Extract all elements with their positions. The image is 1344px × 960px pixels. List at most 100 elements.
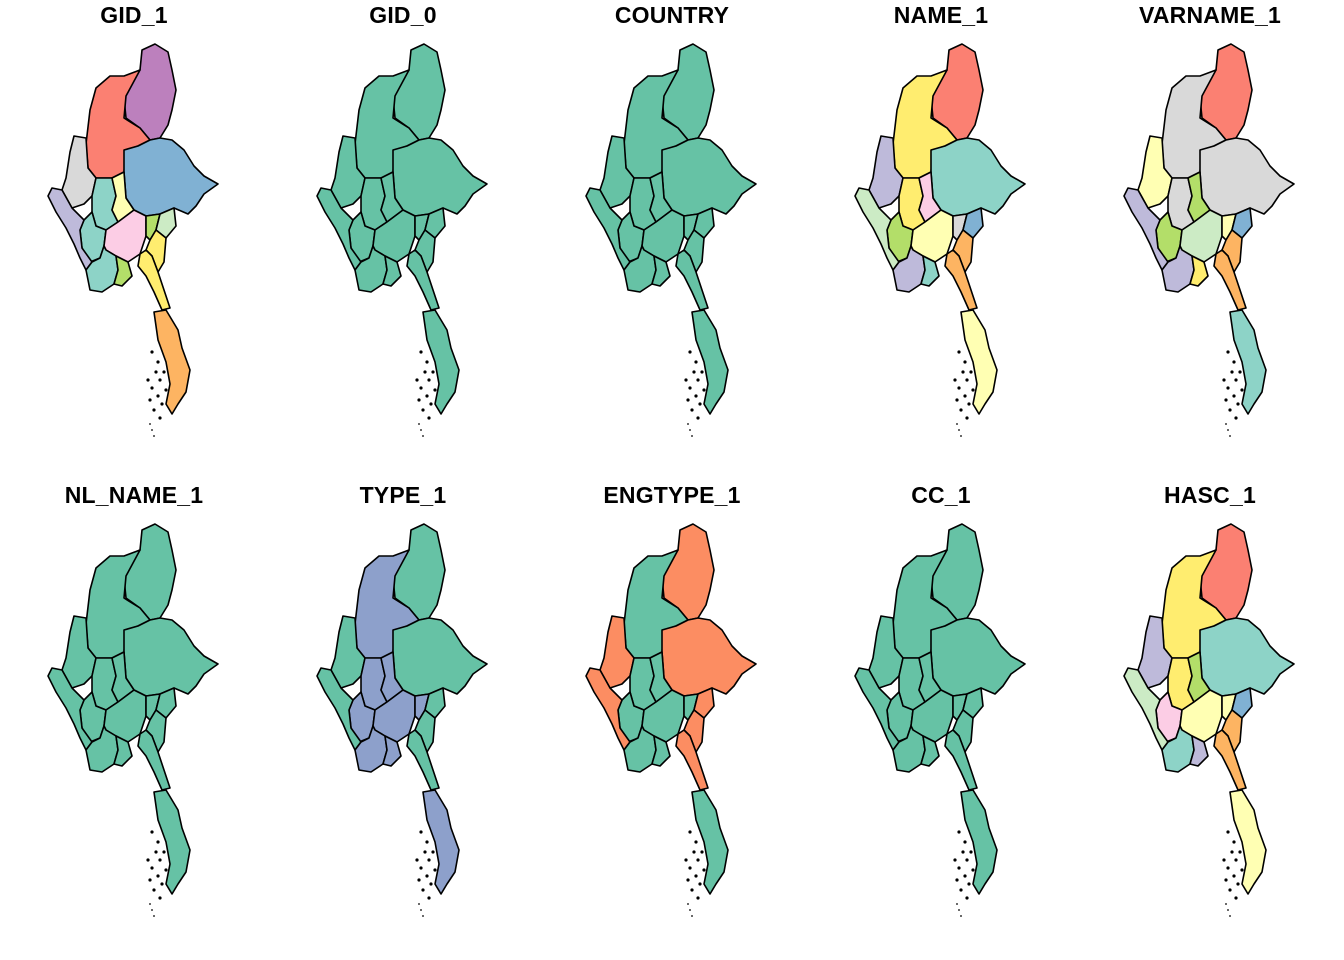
island-mark <box>431 370 435 374</box>
region-rakhine <box>585 667 631 751</box>
region-mon <box>406 249 440 311</box>
region-mon <box>675 249 709 311</box>
region-kayah <box>155 687 177 719</box>
island-mark <box>960 435 962 437</box>
region-shan <box>1199 617 1295 697</box>
island-mark <box>1240 388 1244 392</box>
region-bago <box>641 209 685 263</box>
island-mark <box>156 394 160 398</box>
region-rakhine <box>47 187 93 271</box>
island-mark <box>967 882 971 886</box>
island-mark <box>956 423 958 425</box>
island-mark <box>156 874 160 878</box>
island-mark <box>698 882 702 886</box>
island-mark <box>152 408 156 412</box>
panel-title: GID_0 <box>369 2 437 28</box>
island-mark <box>694 360 698 364</box>
island-mark <box>1234 896 1238 900</box>
panel-gid-0: GID_0 <box>269 0 537 480</box>
island-mark <box>960 915 962 917</box>
island-mark <box>958 909 960 911</box>
map <box>47 43 219 437</box>
map <box>1123 523 1295 917</box>
island-mark <box>689 909 691 911</box>
island-mark <box>429 882 433 886</box>
island-mark <box>160 882 164 886</box>
island-mark <box>690 888 694 892</box>
island-mark <box>690 408 694 412</box>
panel-cc-1: CC_1 <box>807 480 1075 960</box>
region-mon <box>1213 729 1247 791</box>
region-shan <box>930 617 1026 697</box>
island-mark <box>953 378 957 382</box>
map <box>1123 43 1295 437</box>
island-mark <box>421 408 425 412</box>
island-mark <box>433 388 437 392</box>
panel-title: NAME_1 <box>893 2 989 28</box>
island-mark <box>702 868 706 872</box>
island-mark <box>427 378 431 382</box>
island-mark <box>1224 878 1228 882</box>
island-mark <box>433 868 437 872</box>
map <box>316 523 488 917</box>
island-mark <box>156 360 160 364</box>
island-mark <box>1229 435 1231 437</box>
island-mark <box>1226 866 1230 870</box>
island-mark <box>158 378 162 382</box>
region-rakhine <box>1123 667 1169 751</box>
map <box>854 43 1026 437</box>
island-mark <box>692 370 696 374</box>
island-mark <box>431 850 435 854</box>
map <box>316 43 488 437</box>
region-kayah <box>424 207 446 239</box>
region-bago <box>372 209 416 263</box>
island-mark <box>688 350 692 354</box>
island-mark <box>419 830 423 834</box>
island-mark <box>146 858 150 862</box>
region-rakhine <box>854 187 900 271</box>
island-mark <box>1225 423 1227 425</box>
island-mark <box>158 896 162 900</box>
region-yangon <box>651 735 671 767</box>
region-tanintharyi <box>422 309 460 415</box>
region-bago <box>910 689 954 743</box>
island-mark <box>971 868 975 872</box>
island-mark <box>417 398 421 402</box>
region-rakhine <box>47 667 93 751</box>
island-mark <box>694 394 698 398</box>
island-mark <box>150 386 154 390</box>
island-mark <box>1222 858 1226 862</box>
island-mark <box>700 850 704 854</box>
region-shan <box>661 617 757 697</box>
island-mark <box>953 858 957 862</box>
island-mark <box>688 830 692 834</box>
region-shan <box>123 137 219 217</box>
region-tanintharyi <box>153 309 191 415</box>
island-mark <box>963 360 967 364</box>
island-mark <box>1232 394 1236 398</box>
region-kayah <box>693 687 715 719</box>
island-mark <box>684 378 688 382</box>
island-mark <box>696 896 700 900</box>
island-mark <box>429 402 433 406</box>
island-mark <box>963 394 967 398</box>
map <box>854 523 1026 917</box>
island-mark <box>959 408 963 412</box>
island-mark <box>150 350 154 354</box>
panel-nl-name-1: NL_NAME_1 <box>0 480 268 960</box>
island-mark <box>1236 882 1240 886</box>
panel-title: VARNAME_1 <box>1139 2 1281 28</box>
island-mark <box>415 378 419 382</box>
region-shan <box>1199 137 1295 217</box>
island-mark <box>958 429 960 431</box>
island-mark <box>423 370 427 374</box>
island-mark <box>427 416 431 420</box>
map <box>585 43 757 437</box>
island-mark <box>158 858 162 862</box>
island-mark <box>696 416 700 420</box>
island-mark <box>415 858 419 862</box>
island-mark <box>420 429 422 431</box>
region-bago <box>1179 689 1223 743</box>
island-mark <box>149 423 151 425</box>
island-mark <box>696 858 700 862</box>
